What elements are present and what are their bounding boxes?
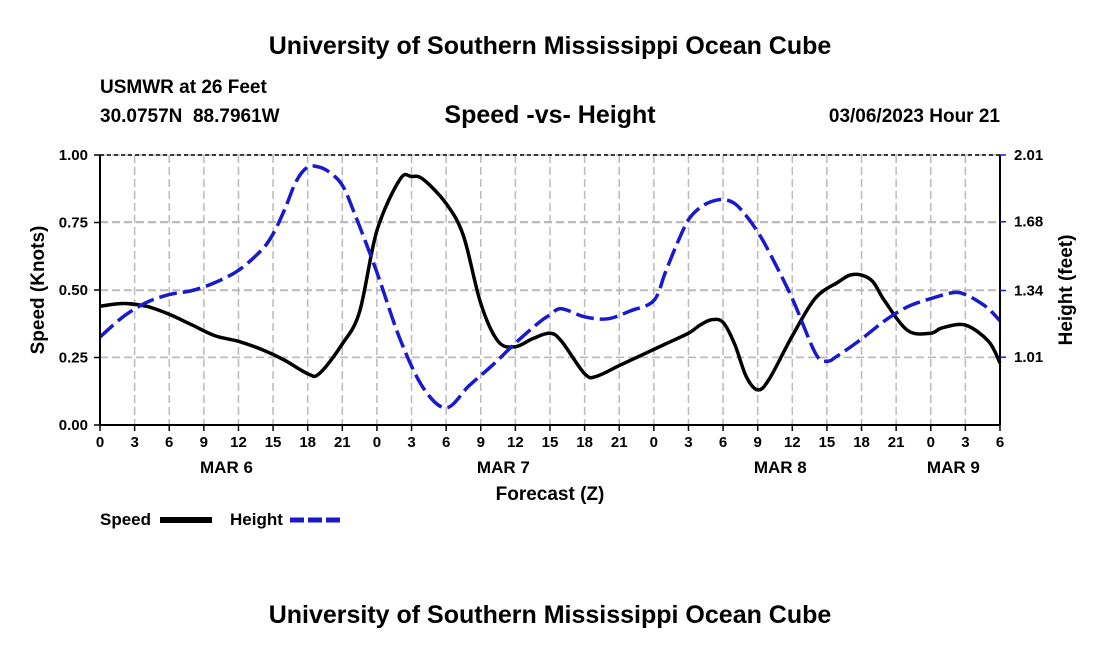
y2-axis-label: Height (feet): [1056, 235, 1077, 346]
coordinates-label: 30.0757N 88.7961W: [100, 106, 280, 127]
legend-height-label: Height: [230, 510, 283, 529]
chart-subtitle: Speed -vs- Height: [444, 101, 656, 129]
x-tick-label: 3: [407, 434, 415, 451]
x-tick-label: 3: [130, 434, 138, 451]
x-tick-label: 21: [888, 434, 905, 451]
x-tick-label: 9: [477, 434, 485, 451]
x-axis-label: Forecast (Z): [496, 484, 605, 505]
x-tick-label: 15: [265, 434, 282, 451]
x-tick-label: 18: [299, 434, 316, 451]
day-label: MAR 9: [927, 458, 980, 477]
x-tick-label: 12: [784, 434, 801, 451]
station-label: USMWR at 26 Feet: [100, 77, 267, 98]
day-label: MAR 7: [477, 458, 530, 477]
x-tick-label: 6: [996, 434, 1004, 451]
day-label: MAR 6: [200, 458, 253, 477]
x-tick-label: 9: [754, 434, 762, 451]
legend-speed-swatch: [160, 517, 212, 523]
y-tick-label: 1.00: [59, 147, 88, 164]
y2-tick-label: 1.68: [1014, 214, 1043, 231]
x-tick-label: 9: [200, 434, 208, 451]
x-tick-label: 6: [165, 434, 173, 451]
date-label: 03/06/2023 Hour 21: [828, 106, 1000, 127]
y-tick-label: 0.75: [59, 215, 88, 232]
x-tick-label: 21: [611, 434, 628, 451]
x-tick-label: 18: [853, 434, 870, 451]
x-tick-label: 0: [96, 434, 104, 451]
chart-ticks: 0 3 6 9 12 15 18 21 0 3 6 9 12 15 18 21 0 3 6 9 12 15 18 21 0 3 6M…: [59, 147, 1044, 477]
x-tick-label: 18: [576, 434, 593, 451]
legend-height-swatch: [290, 517, 344, 523]
chart-grid: [100, 154, 1000, 425]
x-tick-label: 3: [961, 434, 969, 451]
y-tick-label: 0.25: [59, 350, 88, 367]
y-tick-label: 0.50: [59, 282, 88, 299]
x-tick-label: 3: [684, 434, 692, 451]
x-tick-label: 0: [927, 434, 935, 451]
y-axis-label: Speed (Knots): [28, 226, 49, 355]
x-tick-label: 0: [650, 434, 658, 451]
y2-tick-label: 2.01: [1014, 147, 1043, 164]
x-tick-label: 12: [230, 434, 247, 451]
x-tick-label: 21: [334, 434, 351, 451]
y2-tick-label: 1.34: [1014, 283, 1044, 300]
y2-tick-label: 1.01: [1014, 349, 1043, 366]
x-tick-label: 0: [373, 434, 381, 451]
chart-series: [98, 164, 1002, 410]
day-label: MAR 8: [754, 458, 807, 477]
x-tick-label: 15: [542, 434, 559, 451]
y-tick-label: 0.00: [59, 417, 88, 434]
series-line-height: [98, 164, 1002, 410]
page-title: University of Southern Mississippi Ocean…: [268, 32, 832, 60]
footer-title: University of Southern Mississippi Ocean…: [268, 601, 832, 629]
x-tick-label: 12: [507, 434, 524, 451]
legend-speed-label: Speed: [100, 510, 152, 529]
x-tick-label: 6: [719, 434, 727, 451]
x-tick-label: 15: [819, 434, 836, 451]
series-line-speed: [99, 172, 1002, 392]
x-tick-label: 6: [442, 434, 450, 451]
